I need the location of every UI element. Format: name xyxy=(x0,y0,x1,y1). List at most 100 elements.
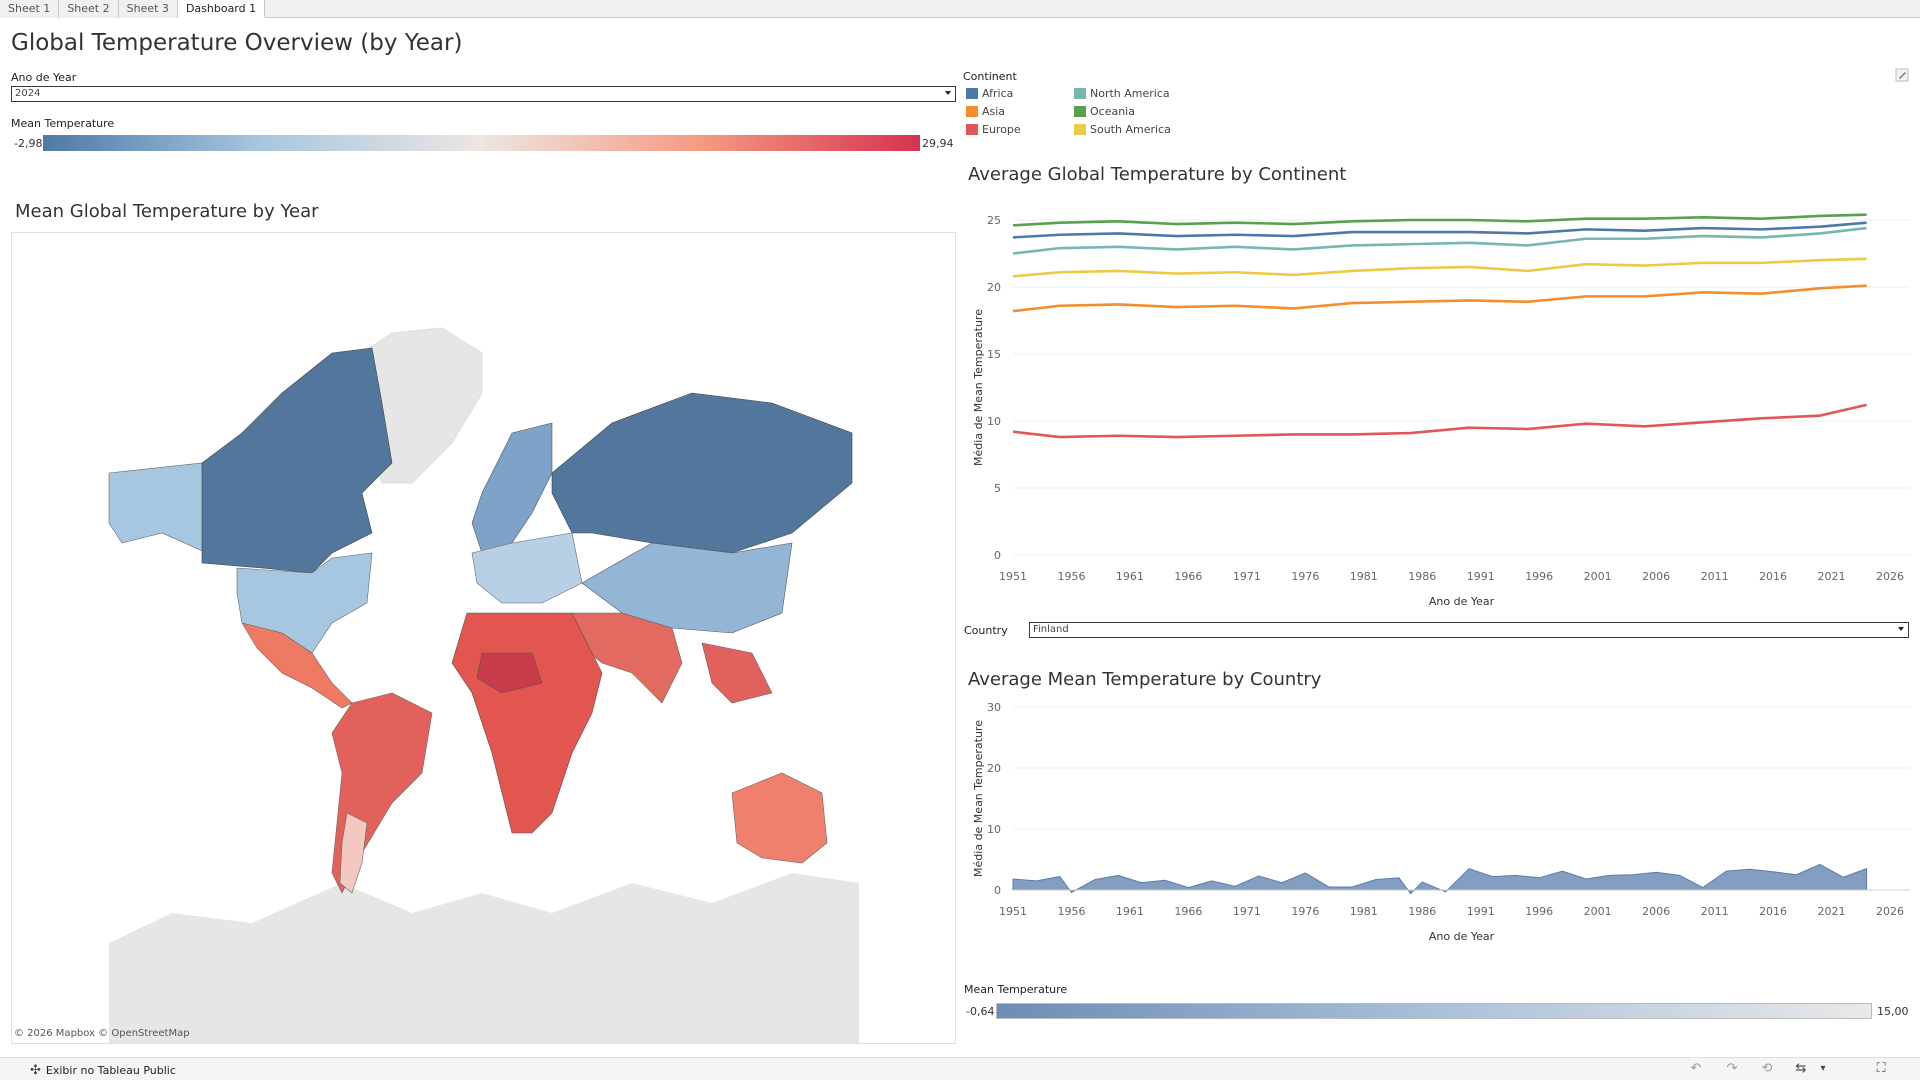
y-tick-label: 30 xyxy=(987,701,1001,714)
legend-label: Oceania xyxy=(1090,105,1135,118)
x-tick-label: 1956 xyxy=(1057,905,1085,918)
continent-line-chart[interactable]: 0 5 10 15 20 25 1951 1956 1961 1966 1971 1976 1981 19… xyxy=(960,200,1910,620)
map-scandinavia xyxy=(471,422,553,554)
view-on-tableau-public-label: Exibir no Tableau Public xyxy=(45,1064,176,1077)
y-tick-label: 0 xyxy=(994,884,1001,897)
y-tick-label: 25 xyxy=(987,214,1001,227)
x-tick-label: 1981 xyxy=(1350,570,1378,583)
x-tick-label: 1951 xyxy=(999,570,1027,583)
x-tick-label: 2026 xyxy=(1876,570,1904,583)
x-tick-label: 1951 xyxy=(999,905,1027,918)
legend-item-europe[interactable]: Europe xyxy=(966,123,1021,136)
legend-swatch xyxy=(1074,88,1086,99)
country-legend-max: 15,00 xyxy=(1877,1005,1909,1018)
temp-legend-max: 29,94 xyxy=(922,137,954,150)
x-tick-label: 1961 xyxy=(1116,905,1144,918)
x-tick-label: 1966 xyxy=(1174,905,1202,918)
x-tick-label: 1956 xyxy=(1057,570,1085,583)
legend-swatch xyxy=(966,88,978,99)
legend-label: Asia xyxy=(982,105,1006,118)
tab-sheet-3[interactable]: Sheet 3 xyxy=(118,0,178,18)
x-axis-title: Ano de Year xyxy=(1429,930,1495,943)
x-tick-label: 1986 xyxy=(1408,905,1436,918)
edit-pencil-icon[interactable] xyxy=(1895,68,1909,82)
legend-label: South America xyxy=(1090,123,1171,136)
bottom-toolbar: ✣ Exibir no Tableau Public ↶ ↷ ⟲ ⇆ ▾ ⛶ xyxy=(0,1057,1920,1080)
legend-label: Europe xyxy=(982,123,1021,136)
x-tick-label: 1996 xyxy=(1525,905,1553,918)
legend-item-africa[interactable]: Africa xyxy=(966,87,1013,100)
x-tick-label: 2001 xyxy=(1584,905,1612,918)
legend-item-oceania[interactable]: Oceania xyxy=(1074,105,1135,118)
chevron-down-icon xyxy=(945,91,951,95)
country-area-chart[interactable]: 0 10 20 30 1951 1956 1961 1966 1971 1976 1981 1986 1… xyxy=(960,700,1910,970)
map-russia xyxy=(551,392,853,554)
country-chart-title: Average Mean Temperature by Country xyxy=(968,669,1322,690)
chevron-down-icon xyxy=(1898,627,1904,631)
fullscreen-icon[interactable]: ⛶ xyxy=(1876,1061,1886,1076)
map-title: Mean Global Temperature by Year xyxy=(15,201,319,222)
x-tick-label: 1976 xyxy=(1291,570,1319,583)
country-color-ramp xyxy=(996,1003,1872,1019)
share-icon[interactable]: ⇆ xyxy=(1795,1061,1807,1076)
world-map[interactable] xyxy=(11,232,956,1044)
temp-legend-min: -2,98 xyxy=(14,137,43,150)
tab-sheet-1[interactable]: Sheet 1 xyxy=(0,0,60,18)
x-tick-label: 1991 xyxy=(1467,570,1495,583)
x-tick-label: 2016 xyxy=(1759,570,1787,583)
legend-swatch xyxy=(1074,124,1086,135)
country-legend-label: Mean Temperature xyxy=(964,983,1068,996)
x-tick-label: 2011 xyxy=(1701,570,1729,583)
x-tick-label: 1991 xyxy=(1467,905,1495,918)
y-tick-label: 20 xyxy=(987,281,1001,294)
series-line-africa xyxy=(1012,221,1867,239)
x-tick-label: 1966 xyxy=(1174,570,1202,583)
series-line-south-america xyxy=(1012,257,1867,278)
revert-icon[interactable]: ⟲ xyxy=(1761,1061,1773,1076)
redo-icon[interactable]: ↷ xyxy=(1726,1061,1738,1076)
x-tick-label: 2021 xyxy=(1818,905,1846,918)
x-tick-label: 1981 xyxy=(1350,905,1378,918)
series-line-north-america xyxy=(1012,226,1867,255)
x-tick-label: 1996 xyxy=(1525,570,1553,583)
country-filter-label: Country xyxy=(964,624,1008,637)
temp-color-ramp xyxy=(43,135,920,151)
series-line-asia xyxy=(1012,284,1867,313)
year-filter-label: Ano de Year xyxy=(11,71,77,84)
map-argentina xyxy=(339,812,368,894)
map-australia xyxy=(731,772,828,864)
x-tick-label: 1971 xyxy=(1233,905,1261,918)
tab-dashboard-1[interactable]: Dashboard 1 xyxy=(177,0,266,18)
legend-label: Africa xyxy=(982,87,1014,100)
legend-swatch xyxy=(1074,106,1086,117)
share-menu-chevron-icon[interactable]: ▾ xyxy=(1820,1063,1826,1074)
legend-swatch xyxy=(966,124,978,135)
map-attribution: © 2026 Mapbox © OpenStreetMap xyxy=(14,1028,190,1039)
map-mexico xyxy=(241,622,353,709)
x-tick-label: 2006 xyxy=(1642,570,1670,583)
series-line-oceania xyxy=(1012,213,1867,227)
x-tick-label: 2011 xyxy=(1701,905,1729,918)
area-series xyxy=(1012,863,1868,895)
map-sahel xyxy=(476,652,543,694)
x-tick-label: 2016 xyxy=(1759,905,1787,918)
legend-item-asia[interactable]: Asia xyxy=(966,105,1005,118)
x-tick-label: 1986 xyxy=(1408,570,1436,583)
undo-icon[interactable]: ↶ xyxy=(1690,1061,1702,1076)
map-canada xyxy=(201,347,393,574)
tab-sheet-2[interactable]: Sheet 2 xyxy=(59,0,119,18)
world-map-canvas[interactable] xyxy=(12,233,957,1045)
y-axis-title: Média de Mean Temperature xyxy=(972,720,985,877)
legend-item-north-america[interactable]: North America xyxy=(1074,87,1170,100)
y-axis-title: Média de Mean Temperature xyxy=(972,309,985,466)
country-filter-dropdown[interactable]: Finland xyxy=(1029,622,1909,638)
year-filter-dropdown[interactable]: 2024 xyxy=(11,86,956,102)
map-usa xyxy=(236,552,373,654)
view-on-tableau-public-link[interactable]: ✣ Exibir no Tableau Public xyxy=(30,1063,176,1078)
temp-legend-label: Mean Temperature xyxy=(11,117,115,130)
y-tick-label: 0 xyxy=(994,549,1001,562)
legend-item-south-america[interactable]: South America xyxy=(1074,123,1171,136)
legend-label: North America xyxy=(1090,87,1170,100)
series-line-europe xyxy=(1012,403,1867,439)
